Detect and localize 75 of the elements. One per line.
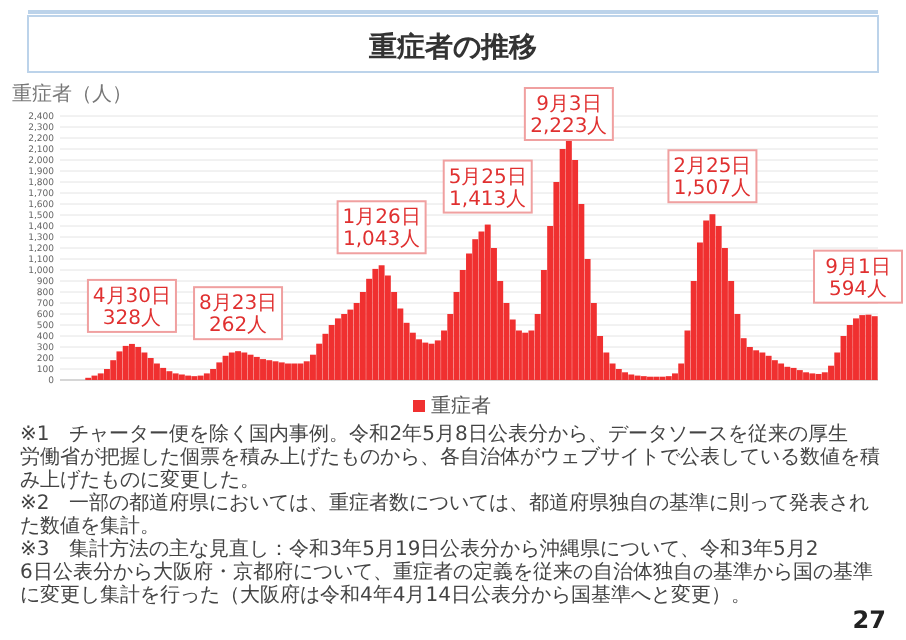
annotation: 8月23日 262人 <box>198 293 278 338</box>
bar <box>141 352 148 380</box>
bar <box>846 325 853 380</box>
text: ※2 一部の都道府県においては、重症者数については、都道府県独自の基準に則って発表された数値を集計。 <box>20 491 870 538</box>
bar <box>796 370 803 380</box>
bar <box>809 373 816 380</box>
bar <box>372 268 379 380</box>
bar <box>778 363 785 380</box>
bar <box>253 356 260 380</box>
annotation: 5月25日 1,413人 <box>448 166 527 211</box>
bar <box>871 316 878 380</box>
bar <box>803 372 810 380</box>
bar <box>615 369 622 380</box>
bar <box>97 373 104 380</box>
bar <box>128 343 135 380</box>
annotation: 1月26日 1,043人 <box>342 207 421 252</box>
bar <box>559 149 566 380</box>
bar <box>790 367 797 380</box>
bar <box>703 220 710 380</box>
bar <box>260 359 266 380</box>
bar <box>522 332 529 380</box>
bar <box>853 318 859 380</box>
bar <box>341 314 348 380</box>
bar <box>216 362 223 380</box>
annotation: 2月25日 1,507人 <box>673 156 752 201</box>
bar <box>771 360 778 380</box>
bar <box>235 351 242 380</box>
bar <box>278 362 285 380</box>
bar <box>709 214 716 380</box>
bar <box>428 343 435 380</box>
bar <box>328 325 335 380</box>
bar <box>160 367 167 380</box>
bar <box>228 352 235 380</box>
bar <box>166 371 173 380</box>
bar <box>784 366 791 380</box>
bar <box>628 374 635 380</box>
annotation: 4月30日 328人 <box>92 285 172 330</box>
text: ※3 集計方法の主な見直し：令和3年5月19日公表分から沖縄県について、令和3年5月26日公表分から大阪府・京都府について、重症者の定義を従来の自治体独自の基準から国の基準に変更し集計を行った（大阪府は令和4年4月14日公表分から国基準へと変更）。 <box>20 537 873 607</box>
bar <box>135 347 142 380</box>
legend-label: 重症者 <box>431 394 491 418</box>
bar <box>347 309 354 380</box>
bar <box>116 351 123 380</box>
bar <box>759 352 766 380</box>
bar <box>334 318 341 380</box>
bar <box>147 358 154 380</box>
bar <box>422 342 429 380</box>
text: ※1 チャーター便を除く国内事例。令和2年5月8日公表分から、データソースを従来の厚生労働省が把握した個票を積み上げたものから、各自治体がウェブサイトで公表している数値を積み上げたものに変更した。 <box>20 422 880 492</box>
bar <box>821 372 828 380</box>
bar <box>222 355 229 380</box>
bar <box>378 265 385 380</box>
text: 27 <box>852 606 886 634</box>
bar <box>322 333 329 380</box>
y-axis-title: 重症者（人） <box>12 82 132 106</box>
bar <box>203 373 210 380</box>
bar <box>416 339 423 380</box>
bar <box>210 369 217 380</box>
chart-title: 重症者の推移 <box>367 30 537 64</box>
bar <box>484 224 491 380</box>
bar <box>153 363 160 380</box>
bar <box>266 360 273 380</box>
bar <box>241 352 248 380</box>
bar <box>303 361 310 380</box>
bar <box>172 373 179 380</box>
bar <box>285 363 291 380</box>
bar <box>859 315 866 380</box>
annotation: 9月3日 2,223人 <box>530 94 608 138</box>
bar <box>765 355 772 380</box>
bar <box>122 345 129 380</box>
bar <box>291 363 298 380</box>
bar <box>815 373 822 380</box>
bar <box>472 239 479 380</box>
bar <box>753 350 760 380</box>
bar <box>622 372 629 380</box>
annotation: 9月1日 594人 <box>825 256 891 301</box>
bar <box>178 374 185 380</box>
